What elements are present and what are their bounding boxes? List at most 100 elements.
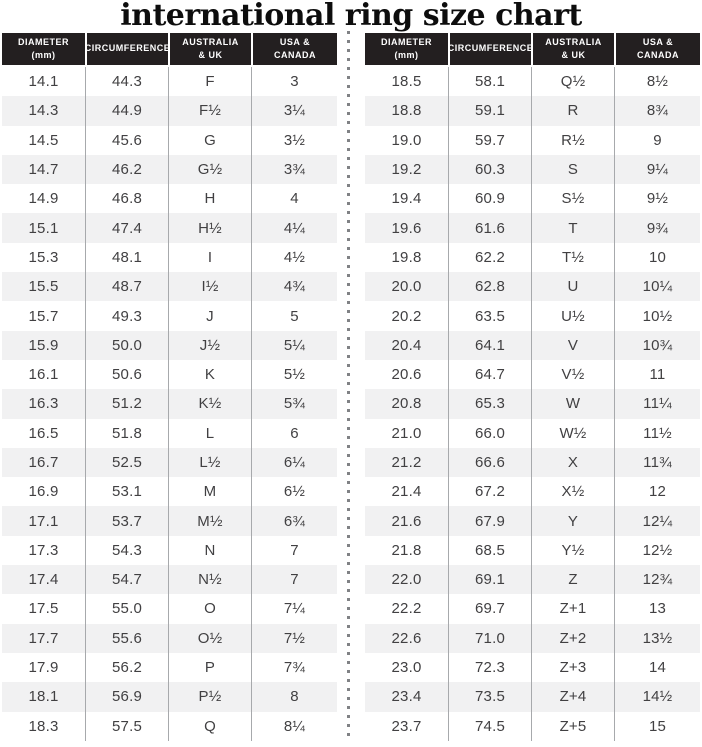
table-cell: 47.4 bbox=[85, 213, 168, 243]
table-cell: 62.8 bbox=[448, 272, 531, 302]
table-cell: 18.5 bbox=[391, 73, 422, 91]
table-row: 20.6 64.7 V½ 11 bbox=[365, 359, 700, 390]
table-cell: 74.5 bbox=[448, 711, 531, 741]
table-row: 15.9 50.0 J½ 5¼ bbox=[2, 330, 337, 360]
table-row: 19.0 59.7 R½ 9 bbox=[365, 125, 700, 155]
table-cell: L bbox=[168, 418, 251, 448]
column-header: USA & CANADA bbox=[251, 33, 337, 65]
table-cell: K bbox=[168, 359, 251, 390]
table-cell: 8½ bbox=[614, 67, 700, 97]
table-row: 17.4 54.7 N½ 7 bbox=[2, 565, 337, 595]
table-cell: P bbox=[168, 652, 251, 683]
table-cell: V½ bbox=[531, 359, 614, 390]
table-row: 14.5 45.6 G 3½ bbox=[2, 125, 337, 155]
table-cell: W bbox=[531, 389, 614, 419]
table-cell: 16.9 bbox=[28, 483, 59, 501]
table-cell: 21.2 bbox=[391, 454, 422, 471]
table-cell: 19.0 bbox=[391, 131, 422, 149]
table-row: 21.4 67.2 X½ 12 bbox=[365, 477, 700, 507]
table-cell: N½ bbox=[168, 565, 251, 595]
table-cell: I bbox=[168, 242, 251, 273]
table-cell: 13 bbox=[614, 594, 700, 624]
table-cell: 10½ bbox=[614, 301, 700, 331]
table-cell: 6 bbox=[251, 418, 337, 448]
table-cell: 11 bbox=[614, 359, 700, 390]
table-cell: 53.1 bbox=[85, 477, 168, 507]
table-cell: 8 bbox=[251, 682, 337, 712]
table-cell: 61.6 bbox=[448, 213, 531, 243]
table-cell: 7 bbox=[251, 535, 337, 566]
table-cell: 54.3 bbox=[85, 535, 168, 566]
table-cell: 20.8 bbox=[391, 395, 422, 413]
table-cell: 17.5 bbox=[28, 600, 59, 618]
table-cell: N bbox=[168, 535, 251, 566]
table-cell: S½ bbox=[531, 184, 614, 214]
table-cell: 19.2 bbox=[391, 161, 422, 179]
table-cell: 50.0 bbox=[85, 330, 168, 360]
table-cell: 46.2 bbox=[85, 154, 168, 185]
table-row: 16.9 53.1 M 6½ bbox=[2, 477, 337, 507]
table-cell: Z+3 bbox=[531, 652, 614, 683]
table-row: 15.7 49.3 J 5 bbox=[2, 301, 337, 331]
table-row: 15.3 48.1 I 4½ bbox=[2, 242, 337, 273]
table-cell: 20.2 bbox=[391, 307, 422, 325]
table-cell: Z+2 bbox=[531, 623, 614, 653]
table-row: 18.5 58.1 Q½ 8½ bbox=[365, 67, 700, 97]
table-cell: F½ bbox=[168, 96, 251, 126]
table-cell: 50.6 bbox=[85, 359, 168, 390]
table-cell: Y bbox=[531, 506, 614, 536]
table-cell: 44.9 bbox=[85, 96, 168, 126]
table-cell: 54.7 bbox=[85, 565, 168, 595]
table-cell: 18.3 bbox=[28, 717, 59, 735]
ring-size-table-right: DIAMETER (mm) CIRCUMFERENCE AUSTRALIA & UK US… bbox=[365, 33, 700, 741]
table-cell: 9½ bbox=[614, 184, 700, 214]
table-cell: 10¾ bbox=[614, 330, 700, 360]
table-cell: 55.0 bbox=[85, 594, 168, 624]
table-cell: H bbox=[168, 184, 251, 214]
table-body: 14.1 44.3 F 3 14.3 44.9 F½ 3¼ 14.5 45.6 G 3½ 14.7 46.… bbox=[2, 67, 337, 741]
ring-size-table-left: DIAMETER (mm) CIRCUMFERENCE AUSTRALIA & UK US… bbox=[2, 33, 337, 741]
table-row: 21.8 68.5 Y½ 12½ bbox=[365, 535, 700, 566]
table-cell: V bbox=[531, 330, 614, 360]
table-cell: 20.4 bbox=[391, 336, 422, 354]
table-cell: 15 bbox=[614, 711, 700, 741]
table-cell: O½ bbox=[168, 623, 251, 653]
table-cell: 22.2 bbox=[391, 600, 422, 618]
table-row: 18.1 56.9 P½ 8 bbox=[2, 682, 337, 712]
table-cell: 22.0 bbox=[391, 571, 422, 589]
table-cell: 66.0 bbox=[448, 418, 531, 448]
table-cell: 20.6 bbox=[391, 366, 422, 384]
table-cell: 14.9 bbox=[28, 190, 59, 208]
table-cell: 14½ bbox=[614, 682, 700, 712]
table-cell: O bbox=[168, 594, 251, 624]
table-cell: 15.1 bbox=[28, 219, 59, 237]
table-cell: 4¾ bbox=[251, 272, 337, 302]
table-cell: 56.2 bbox=[85, 652, 168, 683]
table-row: 16.5 51.8 L 6 bbox=[2, 418, 337, 448]
table-cell: 23.0 bbox=[391, 659, 422, 677]
table-cell: 7 bbox=[251, 565, 337, 595]
table-cell: 4½ bbox=[251, 242, 337, 273]
table-cell: 8¼ bbox=[251, 711, 337, 741]
table-cell: T½ bbox=[531, 242, 614, 273]
table-cell: 53.7 bbox=[85, 506, 168, 536]
column-header: CIRCUMFERENCE bbox=[85, 33, 170, 65]
table-cell: 14.1 bbox=[28, 73, 59, 91]
table-cell: 21.0 bbox=[391, 424, 422, 442]
table-cell: T bbox=[531, 213, 614, 243]
table-cell: 17.7 bbox=[28, 629, 59, 647]
table-row: 20.2 63.5 U½ 10½ bbox=[365, 301, 700, 331]
table-cell: 65.3 bbox=[448, 389, 531, 419]
table-cell: 55.6 bbox=[85, 623, 168, 653]
table-cell: 48.1 bbox=[85, 242, 168, 273]
table-cell: 17.3 bbox=[28, 541, 59, 559]
table-cell: 14.3 bbox=[28, 102, 59, 120]
table-row: 23.4 73.5 Z+4 14½ bbox=[365, 682, 700, 712]
table-cell: 15.5 bbox=[28, 278, 59, 296]
table-cell: Q bbox=[168, 711, 251, 741]
table-cell: 17.1 bbox=[28, 512, 59, 530]
table-row: 14.1 44.3 F 3 bbox=[2, 67, 337, 97]
table-cell: 64.1 bbox=[448, 330, 531, 360]
table-cell: 18.8 bbox=[391, 102, 422, 120]
